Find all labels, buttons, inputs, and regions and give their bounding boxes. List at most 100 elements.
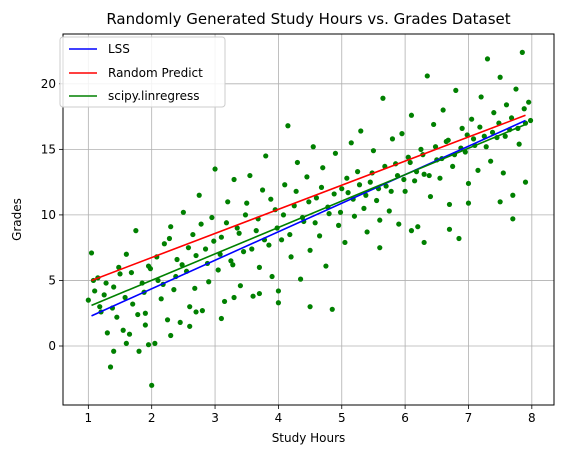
data-point: [211, 238, 217, 244]
data-point: [103, 280, 109, 286]
data-point: [478, 94, 484, 100]
data-point: [297, 276, 304, 282]
data-point: [402, 188, 408, 194]
data-point: [516, 141, 522, 147]
data-point: [190, 231, 196, 238]
data-point: [312, 220, 318, 226]
data-point: [158, 296, 164, 302]
data-point: [497, 74, 503, 80]
data-point: [313, 195, 320, 201]
data-point: [228, 258, 234, 264]
data-point: [489, 129, 496, 135]
data-point: [465, 180, 472, 187]
data-point: [179, 262, 185, 268]
legend: LSS Random Predict scipy.linregress: [59, 36, 226, 108]
data-point: [231, 176, 237, 183]
data-point: [250, 293, 256, 299]
data-point: [149, 382, 155, 388]
data-point: [426, 172, 432, 179]
y-tick-label: 0: [48, 339, 56, 353]
data-point: [287, 231, 293, 238]
x-tick-label: 7: [465, 411, 473, 425]
data-point: [192, 285, 198, 291]
y-tick-label: 15: [41, 142, 56, 156]
data-point: [310, 144, 316, 150]
data-point: [293, 188, 299, 194]
data-point: [500, 170, 506, 176]
data-point: [104, 330, 110, 336]
x-tick-label: 4: [275, 411, 283, 425]
legend-label-scipy-linregress: scipy.linregress: [108, 89, 200, 103]
data-point: [259, 187, 266, 193]
data-point: [185, 245, 192, 251]
data-point: [180, 209, 186, 215]
y-tick-label: 20: [41, 77, 56, 91]
data-point: [193, 252, 199, 259]
data-point: [225, 199, 231, 205]
data-point: [275, 300, 282, 306]
data-point: [415, 224, 421, 230]
data-point: [236, 230, 242, 236]
data-point: [152, 340, 158, 346]
data-point: [374, 197, 380, 204]
data-point: [244, 200, 250, 206]
data-point: [117, 271, 123, 277]
data-point: [477, 124, 483, 130]
data-point: [408, 228, 415, 234]
data-point: [316, 233, 323, 239]
data-point: [307, 304, 313, 310]
data-point: [278, 237, 285, 243]
data-point: [383, 183, 389, 189]
data-point: [329, 306, 335, 312]
data-point: [136, 348, 142, 354]
data-point: [187, 304, 193, 310]
data-point: [377, 217, 383, 223]
chart-title: Randomly Generated Study Hours vs. Grade…: [106, 10, 510, 28]
data-point: [196, 192, 202, 198]
data-point: [126, 331, 133, 337]
data-point: [223, 220, 230, 226]
data-point: [123, 340, 129, 346]
data-point: [342, 239, 348, 246]
series-line-0: [91, 119, 526, 317]
data-point: [218, 234, 224, 240]
data-point: [92, 288, 98, 294]
data-point: [294, 159, 301, 166]
data-point: [469, 116, 475, 122]
y-tick-label: 5: [48, 273, 56, 287]
data-point: [437, 175, 443, 181]
data-point: [421, 239, 427, 246]
data-point: [337, 209, 344, 215]
data-point: [215, 267, 221, 273]
data-point: [412, 178, 418, 184]
data-point: [401, 176, 407, 183]
data-point: [263, 153, 269, 159]
data-point: [488, 158, 494, 164]
data-point: [491, 110, 497, 116]
data-point: [234, 225, 240, 231]
data-point: [256, 290, 262, 297]
data-point: [122, 294, 128, 301]
data-point: [249, 246, 255, 252]
data-point: [101, 292, 107, 298]
data-point: [527, 117, 534, 124]
x-tick-label: 1: [85, 411, 93, 425]
data-point: [240, 249, 247, 255]
data-point: [424, 73, 430, 79]
data-point: [445, 137, 451, 143]
data-point: [155, 277, 161, 284]
data-point: [145, 342, 152, 348]
data-point: [456, 235, 462, 242]
data-point: [459, 125, 465, 131]
data-point: [356, 182, 363, 188]
data-point: [187, 323, 193, 329]
axis-ticks: 1 2 3 4 5 6 7 8 0 5 10 15 20: [41, 77, 536, 425]
data-point: [230, 262, 236, 268]
data-point: [421, 171, 427, 177]
data-point: [427, 193, 434, 200]
data-point: [237, 283, 243, 289]
data-point: [266, 242, 272, 248]
data-point: [231, 294, 237, 301]
data-point: [513, 86, 519, 92]
data-point: [242, 212, 249, 218]
